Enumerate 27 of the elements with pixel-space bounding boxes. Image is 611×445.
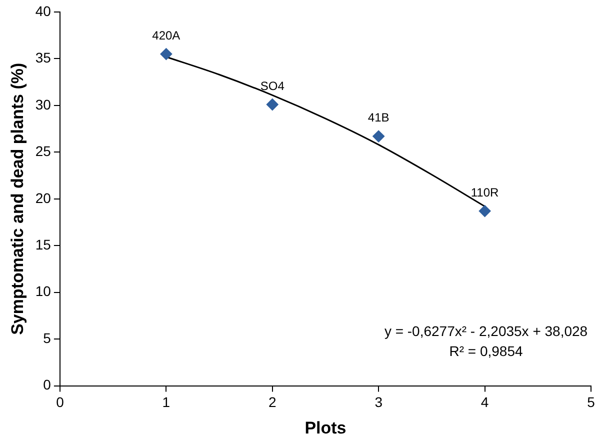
- y-tick-label: 30: [35, 96, 52, 112]
- y-tick-label: 25: [35, 143, 52, 160]
- x-tick-label: 1: [162, 394, 170, 410]
- x-axis-title: Plots: [304, 418, 346, 438]
- y-tick-label: 15: [35, 236, 52, 252]
- y-axis-title: Symptomatic and dead plants (%): [8, 62, 27, 335]
- x-tick-label: 3: [374, 394, 383, 410]
- y-tick-label: 5: [43, 330, 52, 346]
- x-tick-label: 0: [56, 394, 64, 410]
- point: [160, 48, 172, 60]
- y-tick-label: 35: [35, 50, 52, 66]
- y-tick-label: 0: [43, 376, 52, 393]
- annotation: 110R: [470, 185, 500, 200]
- annotation: 41B: [368, 110, 390, 125]
- y-tick-label: 40: [35, 2, 52, 19]
- annotation: y = -0,6277x² - 2,2035x + 38,028: [384, 322, 588, 339]
- annotation: 420A: [152, 28, 180, 42]
- x-tick-label: 5: [587, 394, 596, 410]
- y-tick-label: 20: [35, 190, 52, 206]
- x-tick-label: 2: [268, 394, 276, 410]
- annotation: R² = 0,9854: [449, 342, 523, 359]
- point: [372, 130, 385, 142]
- y-tick-label: 10: [35, 283, 52, 300]
- x-tick-label: 4: [480, 394, 489, 410]
- point: [266, 98, 278, 111]
- annotation: SO4: [260, 78, 285, 93]
- point: [478, 205, 491, 218]
